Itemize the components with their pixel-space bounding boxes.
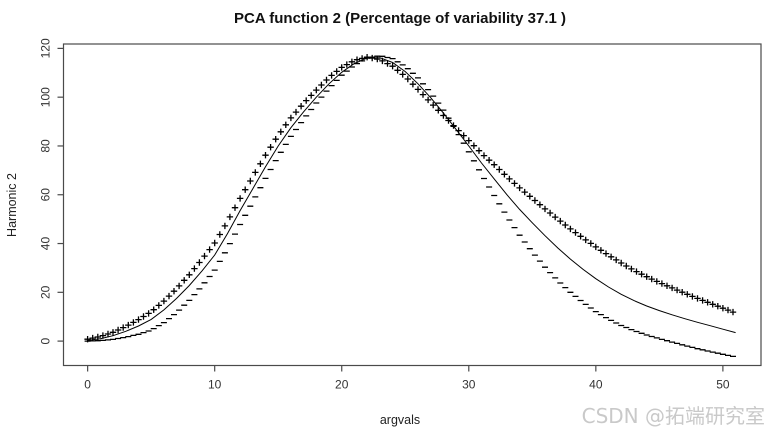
x-tick-label: 40 [589,378,603,392]
plus-perturbation-curve [84,54,737,343]
x-tick-label: 0 [84,378,91,392]
watermark: CSDN @拓端研究室 [582,404,765,428]
x-tick-label: 30 [462,378,476,392]
minus-perturbation-curve [84,55,736,358]
x-axis-label: argvals [380,413,420,427]
y-tick-label: 120 [39,38,53,58]
mean-harmonic-curve [87,57,736,341]
chart-title: PCA function 2 (Percentage of variabilit… [234,10,566,27]
y-tick-label: 20 [39,285,53,299]
y-tick-label: 40 [39,237,53,251]
y-tick-label: 80 [39,139,53,153]
y-tick-label: 100 [39,87,53,107]
y-tick-label: 60 [39,188,53,202]
chart-layer: 0 10 20 30 40 50 0 20 40 60 80 100 120 [39,38,762,392]
x-tick-label: 10 [208,378,222,392]
plot-box [62,43,762,367]
x-tick-label: 20 [335,378,349,392]
y-tick-label: 0 [39,337,53,344]
y-axis-label: Harmonic 2 [5,173,19,237]
x-tick-label: 50 [716,378,730,392]
